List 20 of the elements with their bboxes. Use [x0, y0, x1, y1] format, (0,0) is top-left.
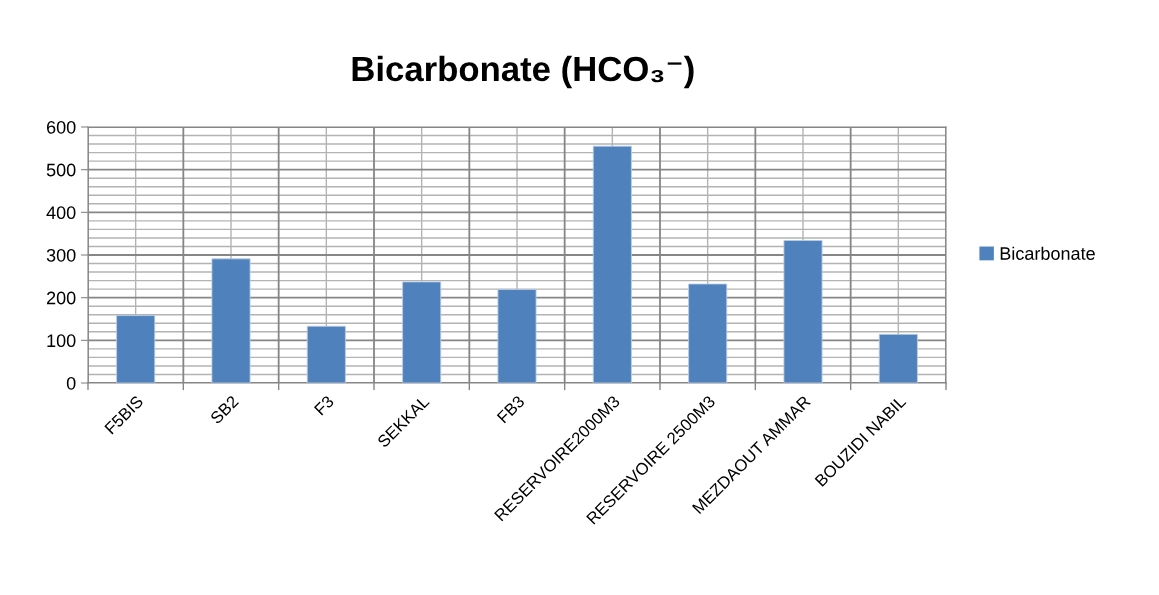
- bar: [211, 258, 251, 383]
- bar: [783, 240, 823, 383]
- x-tick-label: F3: [313, 394, 335, 416]
- bar: [497, 289, 537, 383]
- legend-label: Bicarbonate: [1000, 246, 1095, 260]
- bar: [878, 333, 918, 383]
- bar: [306, 325, 346, 383]
- bar: [688, 283, 728, 383]
- y-tick-label: 600: [46, 120, 76, 134]
- bar: [116, 315, 156, 383]
- y-tick-label: 100: [47, 334, 76, 348]
- y-tick-label: 400: [46, 206, 76, 220]
- chart-title: Bicarbonate (HCO₃⁻): [352, 55, 694, 89]
- y-tick-label: 0: [66, 376, 76, 390]
- y-tick-label: 200: [46, 291, 76, 305]
- y-tick-label: 500: [46, 163, 76, 177]
- y-tick-label: 300: [46, 248, 76, 262]
- bar: [402, 281, 442, 383]
- bar: [592, 145, 632, 383]
- x-tick-label: SB2: [209, 395, 240, 425]
